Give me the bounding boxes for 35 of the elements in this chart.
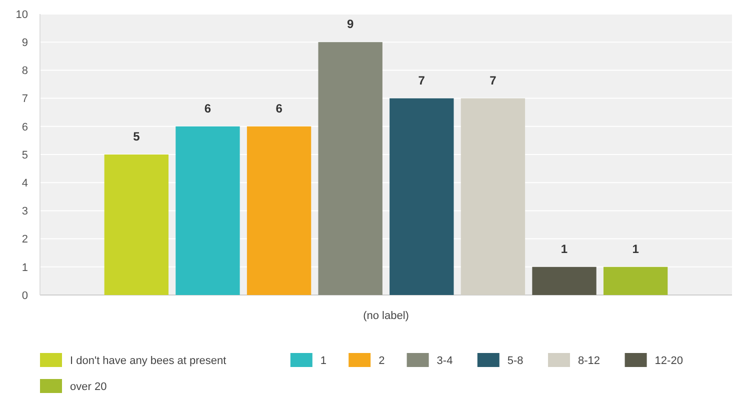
- y-tick-label: 7: [22, 93, 28, 106]
- data-label: 9: [347, 17, 354, 32]
- bar: [390, 98, 454, 295]
- legend-label: 2: [378, 354, 385, 367]
- data-label: 1: [560, 242, 568, 256]
- y-tick-label: 9: [22, 36, 28, 49]
- data-label: 1: [632, 242, 640, 256]
- bar: [532, 266, 596, 295]
- bar: [603, 266, 668, 295]
- y-tick-label: 8: [22, 65, 28, 78]
- legend-label: 1: [320, 354, 327, 367]
- data-label: 5: [133, 130, 140, 144]
- y-tick-label: 0: [22, 290, 28, 302]
- y-tick-label: 6: [22, 121, 28, 134]
- legend-label: over 20: [70, 380, 107, 393]
- legend-label: 3-4: [436, 354, 453, 367]
- y-tick-label: 4: [22, 177, 28, 190]
- data-label: 6: [276, 101, 283, 116]
- y-tick-label: 3: [22, 206, 28, 218]
- data-label: 7: [418, 73, 426, 88]
- bar: [318, 42, 382, 295]
- bar: [176, 126, 240, 295]
- x-tick-label: (no label): [363, 310, 409, 322]
- bar: [246, 126, 312, 295]
- legend-label: I don't have any bees at present: [70, 354, 226, 367]
- y-tick-label: 1: [22, 262, 28, 274]
- data-label: 7: [490, 73, 497, 88]
- legend-label: 12-20: [654, 354, 683, 367]
- legend-label: 5-8: [507, 354, 524, 367]
- y-tick-label: 5: [22, 149, 28, 162]
- data-label: 6: [204, 101, 212, 116]
- y-tick-label: 2: [22, 234, 28, 246]
- y-tick-label: 10: [16, 8, 28, 21]
- legend-label: 8-12: [578, 354, 600, 367]
- bar: [104, 154, 169, 295]
